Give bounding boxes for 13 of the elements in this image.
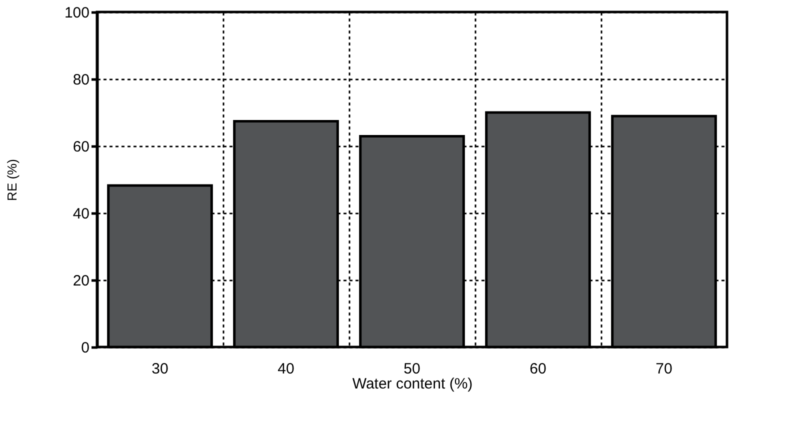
- y-axis-title: RE (%): [4, 159, 20, 201]
- x-tick-label: 50: [404, 360, 420, 378]
- y-tick-label: 100: [64, 4, 90, 22]
- x-tick-label: 70: [656, 360, 672, 378]
- x-tick-label: 60: [530, 360, 546, 378]
- x-axis-title: Water content (%): [352, 376, 473, 392]
- y-tick-label: 40: [72, 206, 90, 222]
- y-tick-label: 80: [72, 72, 90, 88]
- y-tick-label: 60: [72, 138, 90, 156]
- x-tick-label: 40: [278, 360, 294, 378]
- y-tick-label: 0: [81, 340, 90, 356]
- y-tick-label: 20: [72, 272, 90, 290]
- x-tick-label: 30: [152, 360, 168, 378]
